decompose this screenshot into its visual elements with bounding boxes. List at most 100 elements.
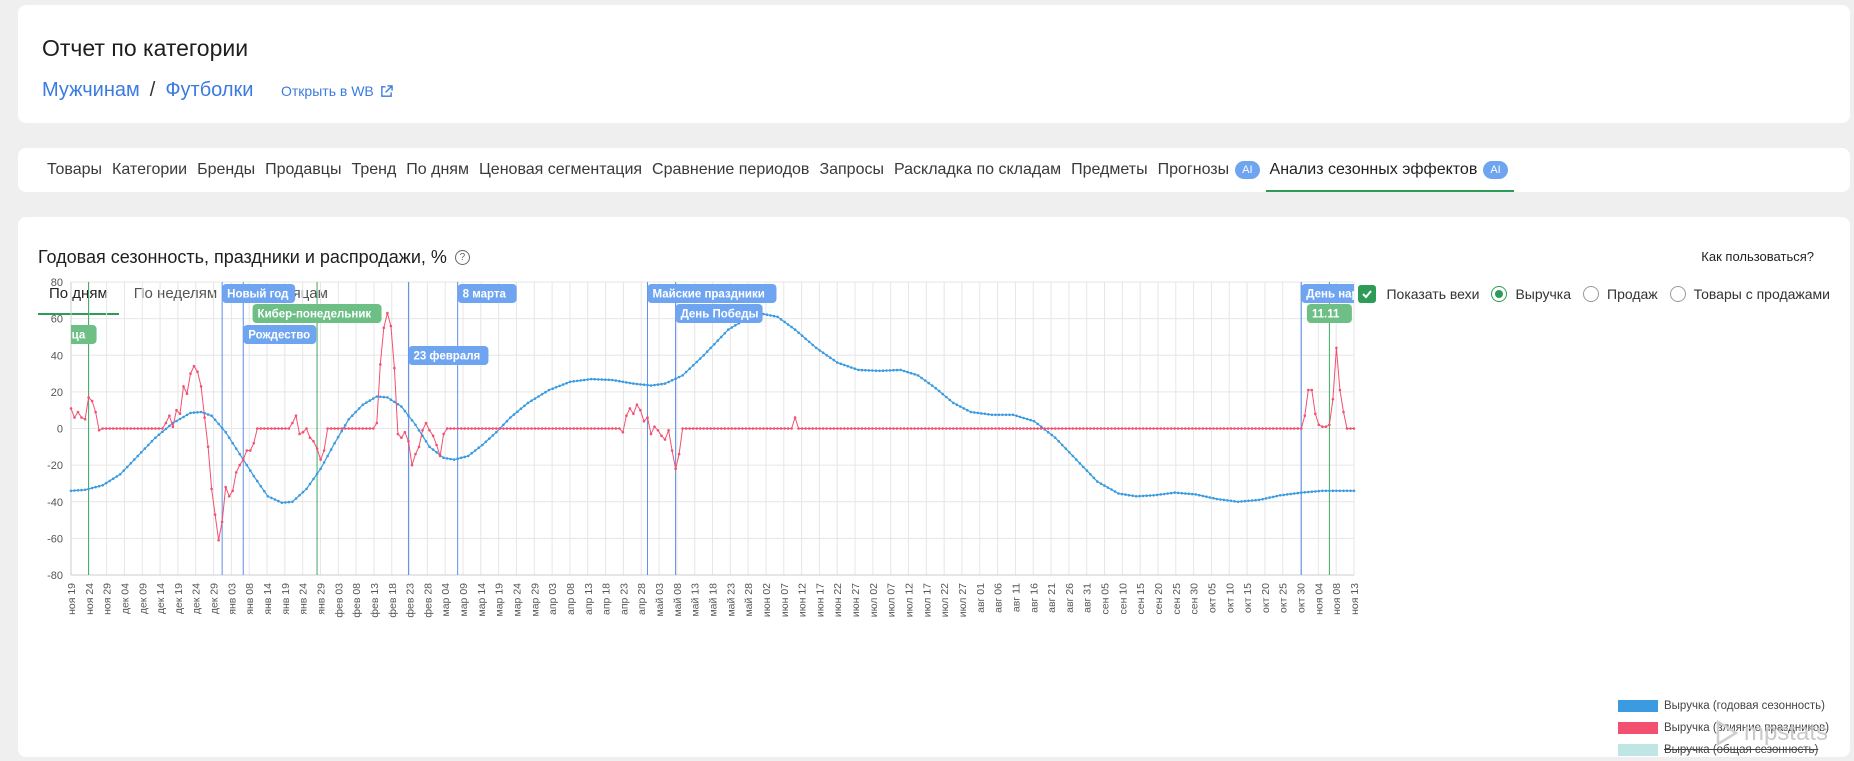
data-point bbox=[723, 332, 727, 335]
milestone-marker[interactable]: Черная пятница bbox=[18, 325, 97, 344]
data-point bbox=[990, 427, 994, 430]
data-point bbox=[913, 427, 916, 430]
x-tick-label: ноя 04 bbox=[1313, 583, 1325, 615]
how-to-use-link[interactable]: Как пользоваться? bbox=[1701, 249, 1814, 264]
data-point bbox=[1187, 492, 1191, 496]
data-point bbox=[533, 427, 537, 430]
data-point bbox=[952, 427, 955, 430]
data-point bbox=[709, 427, 712, 430]
data-point bbox=[1120, 492, 1124, 496]
tab-8[interactable]: Запросы bbox=[819, 148, 884, 192]
data-point bbox=[118, 473, 122, 476]
milestone-marker[interactable]: Рождество bbox=[243, 325, 317, 344]
data-point bbox=[790, 427, 793, 430]
data-point bbox=[1029, 427, 1032, 430]
data-point bbox=[871, 427, 874, 430]
breadcrumb-item-tshirts[interactable]: Футболки bbox=[165, 79, 254, 101]
help-icon[interactable]: ? bbox=[454, 250, 470, 265]
data-point bbox=[252, 474, 256, 478]
period-tab-days[interactable]: По дням bbox=[38, 277, 119, 315]
data-point bbox=[372, 427, 375, 430]
radio-revenue[interactable]: Выручка bbox=[1491, 286, 1571, 302]
data-point bbox=[1092, 476, 1096, 480]
data-point bbox=[357, 407, 361, 410]
data-point bbox=[329, 427, 333, 430]
data-point bbox=[860, 427, 864, 430]
period-tab-weeks[interactable]: По неделям bbox=[133, 285, 218, 302]
data-point bbox=[1240, 427, 1243, 430]
x-tick-label: май 13 bbox=[690, 583, 702, 617]
data-point bbox=[185, 413, 189, 417]
tab-3[interactable]: Продавцы bbox=[265, 148, 341, 192]
tab-10[interactable]: Предметы bbox=[1071, 148, 1147, 192]
legend-item[interactable]: Выручка (влияние праздников) bbox=[1618, 717, 1829, 739]
report-tabs-card: Товары Категории Бренды Продавцы Тренд По дня… bbox=[18, 148, 1850, 192]
data-point bbox=[1113, 427, 1117, 430]
milestone-marker[interactable]: День народного единства bbox=[1301, 284, 1472, 303]
data-point bbox=[930, 427, 934, 430]
tab-5[interactable]: По дням bbox=[406, 148, 469, 192]
legend-item[interactable]: Выручка (годовая сезонность) bbox=[1618, 695, 1829, 717]
data-point bbox=[108, 479, 111, 483]
data-point bbox=[1078, 427, 1082, 430]
data-point bbox=[558, 384, 561, 388]
data-point bbox=[902, 369, 906, 373]
data-point bbox=[287, 500, 291, 504]
data-point bbox=[136, 454, 140, 458]
milestone-marker[interactable]: 11.11 bbox=[1306, 304, 1352, 323]
tab-9[interactable]: Раскладка по складам bbox=[894, 148, 1061, 192]
tab-6[interactable]: Ценовая сегментация bbox=[479, 148, 642, 192]
radio-sales[interactable]: Продаж bbox=[1583, 286, 1658, 302]
data-point bbox=[660, 382, 663, 386]
data-point bbox=[1148, 427, 1152, 430]
data-point bbox=[80, 416, 83, 419]
data-point bbox=[695, 427, 698, 430]
tab-2[interactable]: Бренды bbox=[197, 148, 255, 192]
tab-11[interactable]: Прогнозы AI bbox=[1158, 148, 1260, 192]
data-point bbox=[488, 437, 491, 440]
tab-7[interactable]: Сравнение периодов bbox=[652, 148, 809, 192]
tab-4[interactable]: Тренд bbox=[351, 148, 396, 192]
data-point bbox=[336, 435, 340, 439]
data-point bbox=[249, 469, 252, 472]
radio-items-with-sales[interactable]: Товары с продажами bbox=[1669, 286, 1830, 302]
data-point bbox=[217, 422, 220, 426]
milestone-marker[interactable]: 23 февраля bbox=[408, 346, 489, 365]
milestone-marker[interactable]: День Победы bbox=[675, 304, 763, 323]
data-point bbox=[980, 427, 983, 430]
data-point bbox=[962, 427, 966, 430]
x-tick-label: дек 19 bbox=[173, 583, 185, 614]
tab-0[interactable]: Товары bbox=[47, 148, 102, 192]
milestone-marker[interactable]: Майские праздники bbox=[647, 284, 777, 303]
data-point bbox=[1159, 427, 1162, 430]
data-point bbox=[365, 401, 368, 404]
open-in-wb-link[interactable]: Открыть в WB bbox=[281, 83, 393, 99]
data-point bbox=[667, 429, 670, 432]
data-point bbox=[83, 418, 87, 421]
milestone-badge bbox=[647, 284, 777, 303]
data-point bbox=[1342, 410, 1345, 414]
data-point bbox=[800, 334, 804, 337]
milestone-marker[interactable]: Новый год bbox=[222, 284, 296, 303]
x-tick-label: янв 03 bbox=[226, 583, 238, 615]
data-point bbox=[1300, 427, 1303, 430]
show-milestones-toggle[interactable]: Показать вехи bbox=[1358, 285, 1479, 303]
data-point bbox=[698, 357, 702, 360]
tab-1[interactable]: Категории bbox=[112, 148, 187, 192]
tab-12[interactable]: Анализ сезонных эффектов AI bbox=[1265, 148, 1514, 192]
data-point bbox=[115, 475, 118, 478]
data-point bbox=[386, 396, 389, 399]
data-point bbox=[182, 385, 185, 388]
data-point bbox=[192, 411, 196, 414]
x-tick-label: апр 03 bbox=[547, 583, 559, 615]
data-point bbox=[73, 489, 76, 492]
milestone-marker[interactable]: Кибер-понедельник bbox=[252, 304, 382, 323]
data-point bbox=[1138, 427, 1141, 430]
x-tick-label: ноя 13 bbox=[1349, 583, 1361, 615]
data-point bbox=[1001, 413, 1004, 417]
milestone-marker[interactable]: 8 марта bbox=[457, 284, 517, 303]
data-point bbox=[1292, 427, 1296, 430]
x-tick-label: июл 22 bbox=[939, 583, 951, 617]
mpstats-logo: mpstats bbox=[1716, 719, 1828, 747]
breadcrumb-item-men[interactable]: Мужчинам bbox=[42, 79, 140, 101]
